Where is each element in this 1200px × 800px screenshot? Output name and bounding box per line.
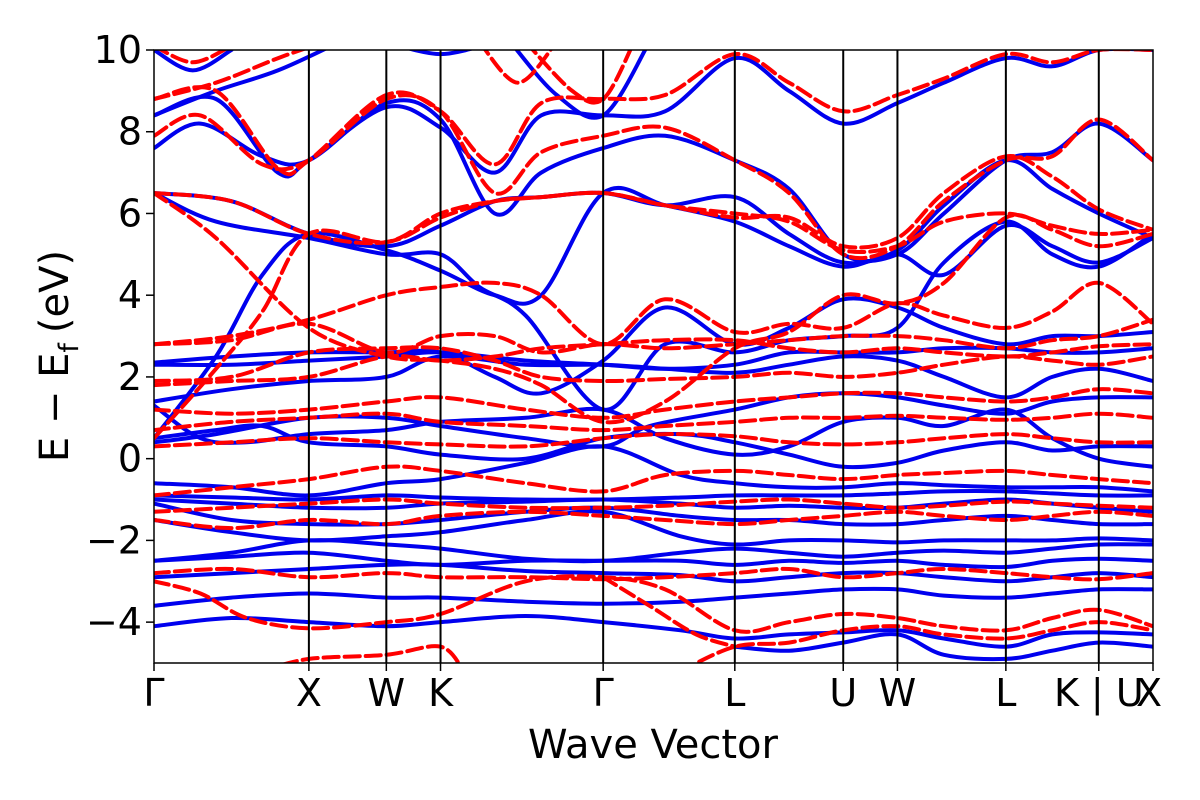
solid-band-line xyxy=(154,50,328,118)
y-tick-label: 8 xyxy=(118,110,142,154)
solid-band-line xyxy=(154,444,1153,498)
dashed-band-line xyxy=(154,411,1153,433)
solid-band-line xyxy=(732,632,1153,662)
x-tick-label: L xyxy=(724,671,745,715)
y-axis-label-subscript: f xyxy=(54,342,85,353)
solid-band-line xyxy=(154,489,1153,502)
dashed-band-line xyxy=(692,620,1153,663)
dashed-band-line xyxy=(154,50,1153,177)
y-axis-ticks: −4 −2 0 2 4 6 8 10 xyxy=(86,28,154,644)
dashed-band-line xyxy=(530,50,633,105)
x-axis-label: Wave Vector xyxy=(528,722,779,768)
y-tick-label: 2 xyxy=(118,355,142,399)
bands-group xyxy=(154,50,1153,663)
dashed-band-line xyxy=(154,432,1153,449)
y-tick-label: −4 xyxy=(86,600,142,644)
x-tick-label: W xyxy=(368,671,406,715)
x-tick-label: K | U xyxy=(1054,671,1144,716)
x-tick-label: Γ xyxy=(143,671,164,715)
x-tick-label: X xyxy=(296,671,322,715)
dashed-band-line xyxy=(154,566,1153,582)
y-tick-label: 10 xyxy=(94,28,142,72)
dashed-band-line xyxy=(154,497,1153,514)
solid-band-line xyxy=(154,614,1153,649)
dashed-band-line xyxy=(154,387,1153,420)
solid-band-line xyxy=(514,50,648,120)
dashed-band-line xyxy=(154,154,1153,250)
y-tick-label: 4 xyxy=(118,273,142,317)
solid-band-line xyxy=(154,550,1153,570)
dashed-band-line xyxy=(281,644,461,663)
y-tick-label: 0 xyxy=(118,437,142,481)
solid-band-line xyxy=(154,509,1153,547)
dashed-band-line xyxy=(154,464,1153,498)
high-symmetry-lines xyxy=(307,50,1100,663)
solid-band-line xyxy=(154,354,1153,404)
y-tick-label: 6 xyxy=(118,191,142,235)
plot-frame xyxy=(153,49,1154,664)
x-tick-label: X xyxy=(1136,671,1162,715)
y-axis-label-unit: (eV) xyxy=(32,250,78,333)
dashed-band-line xyxy=(154,509,1153,531)
x-tick-label: U xyxy=(829,671,857,715)
x-tick-label: W xyxy=(879,671,917,715)
dashed-band-line xyxy=(154,50,307,101)
y-axis-label: E − Ef (eV) xyxy=(32,250,85,462)
solid-band-series xyxy=(154,50,1153,662)
solid-band-line xyxy=(154,501,1153,527)
x-tick-label: K xyxy=(428,671,454,715)
solid-band-line xyxy=(154,562,1153,584)
dashed-band-line xyxy=(154,337,1153,388)
x-tick-label: L xyxy=(995,671,1016,715)
y-axis-label-main: E − E xyxy=(32,353,78,463)
solid-band-line xyxy=(154,538,1153,564)
solid-band-line xyxy=(154,586,1153,608)
y-tick-label: −2 xyxy=(86,518,142,562)
solid-band-line xyxy=(154,50,234,73)
dashed-band-line xyxy=(601,575,737,649)
solid-band-line xyxy=(154,185,1153,441)
x-tick-label: Γ xyxy=(593,671,614,715)
dashed-band-line xyxy=(483,50,553,85)
